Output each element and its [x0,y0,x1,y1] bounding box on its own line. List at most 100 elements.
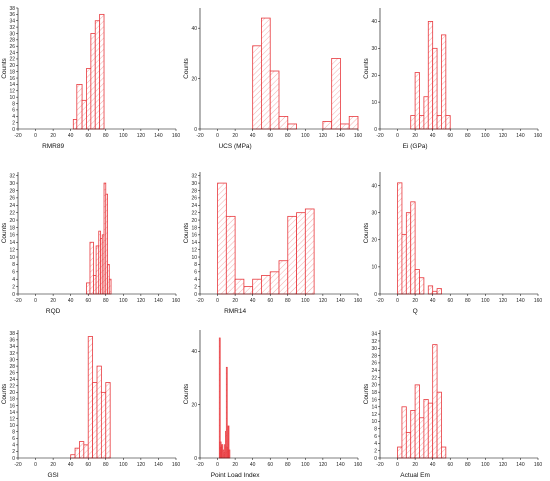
y-tick-label: 4 [12,443,15,449]
y-tick-label: 28 [371,353,377,359]
histogram-bar [261,275,271,295]
x-tick-label: 20 [412,298,418,304]
histogram-bar [269,271,280,295]
histogram-bar [252,278,262,295]
histogram-bar [228,449,231,459]
x-tick-label: 60 [267,298,273,304]
x-tick-label: -20 [376,298,383,304]
x-tick-label: -20 [196,133,203,139]
histogram-bar [243,286,254,295]
x-tick-label: 20 [50,133,56,139]
y-tick-label: 2 [194,284,197,290]
y-tick-label: 18 [371,390,377,396]
y-tick-label: 12 [9,247,15,253]
y-tick-label: 14 [9,82,15,88]
y-tick-label: 30 [9,357,15,363]
x-tick-label: 160 [354,298,363,304]
histogram-bar [427,402,434,459]
x-tick-label: 140 [336,133,345,139]
histogram-bar [436,288,442,295]
x-tick-label: 40 [68,462,74,468]
histogram-bar [410,115,416,130]
y-tick-label: 0 [374,127,377,133]
y-tick-label: 10 [9,95,15,101]
histogram-bar [445,115,451,130]
x-tick-label: -20 [14,298,21,304]
y-tick-label: 4 [374,441,377,447]
x-tick-label: 140 [154,298,163,304]
x-tick-label: 100 [119,133,128,139]
y-tick-label: 6 [12,436,15,442]
y-tick-label: 20 [371,238,377,244]
y-tick-label: 0 [12,292,15,298]
y-tick-label: 6 [12,108,15,114]
histogram-bar [414,72,420,130]
y-tick-label: 34 [9,19,15,25]
y-tick-label: 22 [9,384,15,390]
histogram-panel: -20 0 20 40 60 80 100 120 140 1600246810121416182… [1,6,180,150]
x-tick-label: 120 [319,133,328,139]
x-tick-label: 100 [301,133,310,139]
histogram-bar [234,278,245,295]
histogram-bar [414,384,420,459]
y-tick-label: 28 [9,38,15,44]
y-tick-label: 18 [9,69,15,75]
y-tick-label: 12 [371,412,377,418]
x-tick-label: 60 [85,133,91,139]
x-tick-label: 140 [154,133,163,139]
y-tick-label: 22 [371,375,377,381]
x-axis-label: RQD [46,308,61,315]
y-tick-label: 2 [12,284,15,290]
x-tick-label: 140 [516,298,525,304]
x-tick-label: 60 [85,462,91,468]
x-tick-label: 160 [534,298,543,304]
histogram-bar [296,212,306,295]
x-tick-label: 160 [172,298,181,304]
histogram-bar [99,13,105,130]
x-tick-label: 20 [50,298,56,304]
x-tick-label: 60 [447,133,453,139]
histogram-panel: -20 0 20 40 60 80 100 120 140 1600246810121416182… [1,172,180,315]
y-tick-label: 14 [191,240,197,246]
y-tick-label: 30 [9,181,15,187]
x-tick-label: 160 [534,133,543,139]
y-tick-label: 16 [9,233,15,239]
y-tick-label: 18 [9,397,15,403]
x-tick-label: 60 [267,462,273,468]
histogram-bar [441,446,447,459]
histogram-bar [410,201,416,295]
histogram-bar [89,241,94,295]
x-tick-label: 20 [412,462,418,468]
x-tick-label: -20 [14,462,21,468]
x-tick-label: 40 [430,298,436,304]
x-tick-label: 0 [216,462,219,468]
histogram-bar [401,406,407,459]
x-tick-label: 80 [103,462,109,468]
x-tick-label: 60 [85,298,91,304]
y-tick-label: 10 [371,100,377,106]
x-tick-label: 140 [336,298,345,304]
x-tick-label: 100 [119,462,128,468]
x-tick-label: 80 [285,298,291,304]
x-tick-label: 0 [396,133,399,139]
histogram-panel: -20 0 20 40 60 80 100 120 140 1600246810121416182… [363,330,542,479]
x-tick-label: -20 [196,462,203,468]
y-tick-label: 14 [371,405,377,411]
y-axis-label: Counts [1,57,8,78]
y-tick-label: 8 [374,427,377,433]
y-tick-label: 20 [9,218,15,224]
histogram-bar [441,34,447,130]
y-tick-label: 32 [371,339,377,345]
y-tick-label: 12 [191,247,197,253]
y-tick-label: 22 [9,57,15,63]
x-tick-label: 120 [319,298,328,304]
histogram-bar [225,366,228,459]
y-tick-label: 24 [9,50,15,56]
x-tick-label: 80 [103,298,109,304]
y-tick-label: 14 [9,240,15,246]
histogram-bar [427,21,434,130]
y-tick-label: 32 [9,351,15,357]
y-tick-label: 0 [374,292,377,298]
